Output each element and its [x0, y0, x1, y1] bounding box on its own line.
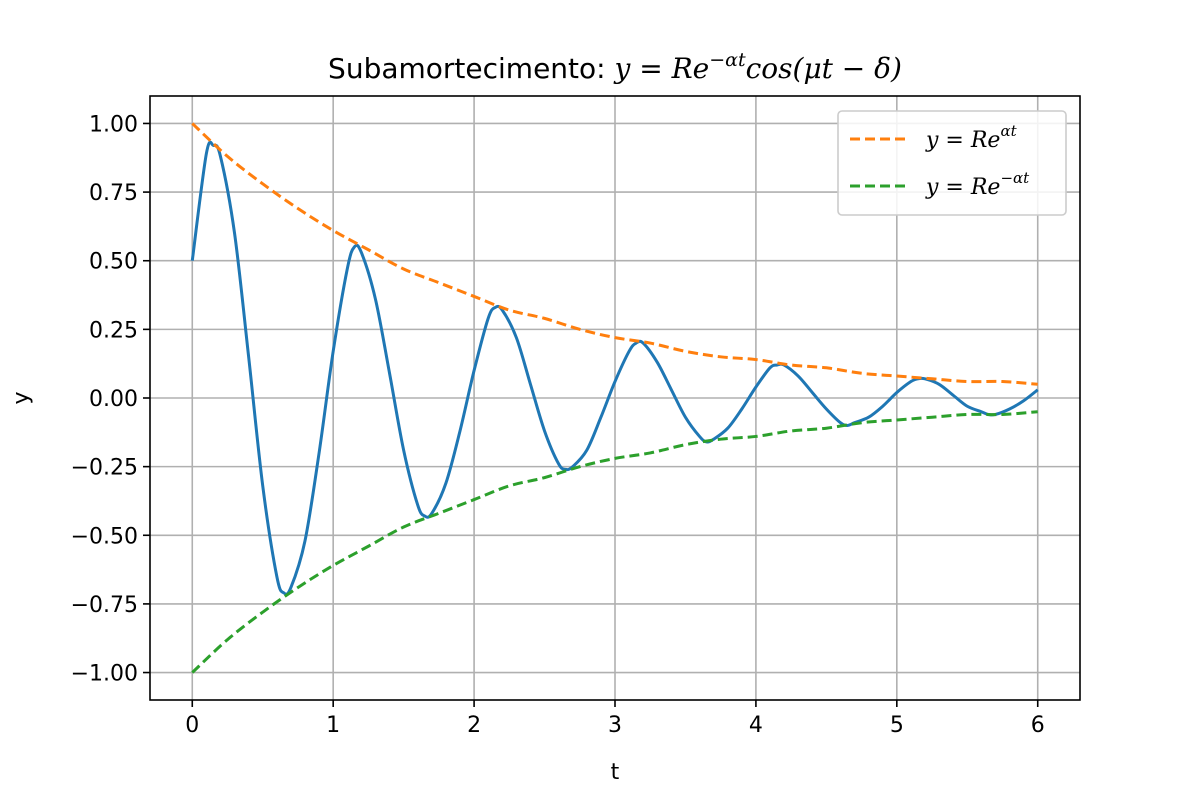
legend-box: [837, 110, 1067, 216]
y-tick-label: 0.25: [89, 318, 138, 343]
series-upper-envelope-line: [191, 122, 1038, 386]
y-tick-label: −0.50: [71, 524, 138, 549]
legend-label-exp-down: y = Re−αt: [925, 169, 1030, 200]
y-tick-label: 0.75: [89, 181, 138, 206]
legend: y = Reαt y = Re−αt: [837, 110, 1067, 216]
x-tick-label: 5: [890, 713, 904, 738]
series-damped-oscillation-line: [190, 140, 1039, 596]
x-tick-label: 1: [326, 713, 340, 738]
x-tick-label: 0: [185, 713, 199, 738]
y-tick-label: −1.00: [71, 662, 138, 687]
y-tick-label: 0.50: [89, 250, 138, 275]
x-axis-title: t: [611, 760, 620, 785]
x-tick-label: 2: [467, 713, 481, 738]
x-tick-label: 6: [1031, 713, 1045, 738]
x-tick-label: 4: [749, 713, 763, 738]
y-tick-label: −0.25: [71, 456, 138, 481]
series-lower-envelope-line: [191, 410, 1038, 674]
ticks: 0 1 2 3 4 5 6 −1.00 −0.75 −0.50 −0.25 0.00 0.25 0.50 0…: [71, 112, 1045, 738]
y-axis-title: y: [9, 391, 34, 404]
legend-label-exp-up: y = Reαt: [925, 122, 1018, 153]
y-tick-label: 1.00: [89, 112, 138, 137]
y-tick-label: 0.00: [89, 387, 138, 412]
chart-title: Subamortecimento: y = Re−αtcos(μt − δ): [328, 49, 902, 85]
y-tick-label: −0.75: [71, 593, 138, 618]
x-tick-label: 3: [608, 713, 622, 738]
series-layer: [190, 122, 1039, 674]
